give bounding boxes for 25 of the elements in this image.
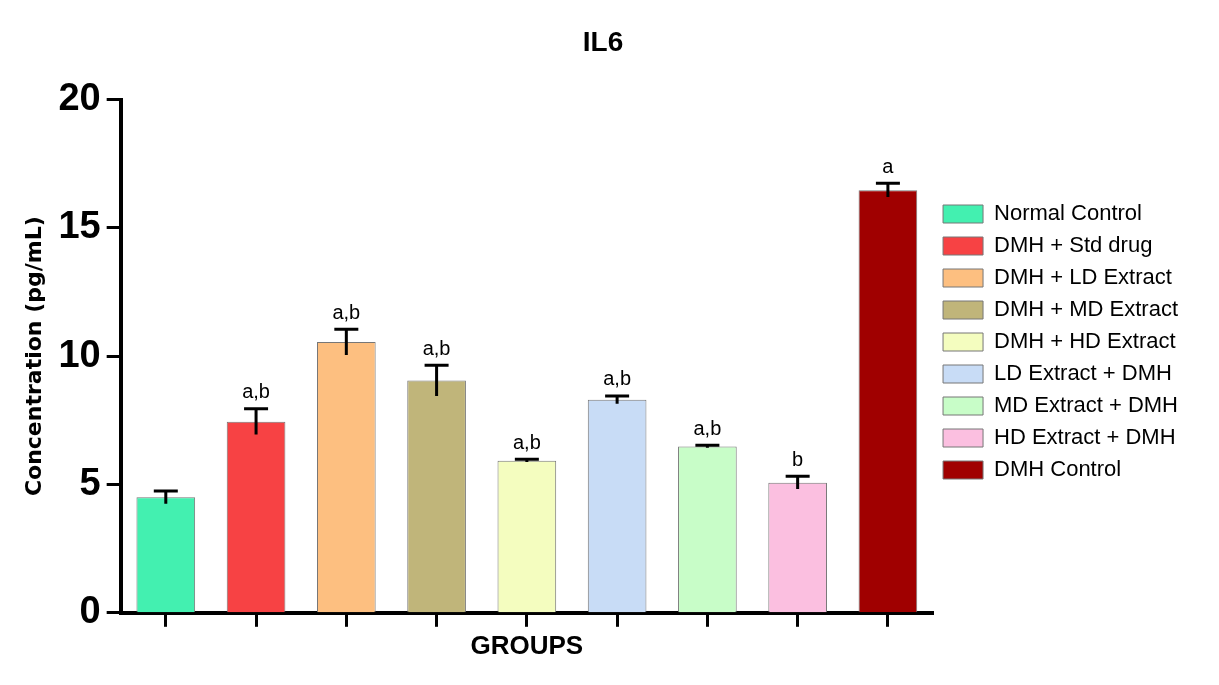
- data-label: a,b: [332, 300, 361, 323]
- y-tick-label: 20: [58, 76, 101, 119]
- data-label: a,b: [693, 416, 722, 439]
- data-label: a,b: [242, 380, 270, 403]
- data-label: a,b: [603, 367, 632, 390]
- legend-label: DMH + HD Extract: [994, 328, 1176, 354]
- y-tick-label: 10: [58, 332, 101, 375]
- legend-label: LD Extract + DMH: [994, 360, 1172, 386]
- legend-label: DMH + Std drug: [994, 232, 1153, 258]
- y-tick-label: 0: [79, 589, 101, 632]
- legend-label: MD Extract + DMH: [994, 392, 1179, 418]
- x-axis-title: GROUPS: [470, 629, 584, 660]
- data-label: a,b: [512, 430, 541, 453]
- legend-label: DMH + MD Extract: [994, 296, 1179, 322]
- legend-label: DMH + LD Extract: [994, 264, 1172, 290]
- data-label: a,b: [422, 336, 451, 359]
- legend-label: HD Extract + DMH: [994, 424, 1176, 450]
- legend-label: Normal Control: [994, 200, 1142, 226]
- y-tick-label: 5: [79, 460, 101, 503]
- chart-title: IL6: [582, 25, 624, 57]
- y-axis-title: Concentration (pg/mL): [20, 216, 46, 497]
- y-tick-label: 15: [58, 204, 101, 247]
- data-label: b: [792, 447, 804, 470]
- data-label: a: [882, 154, 895, 177]
- legend-label: DMH Control: [994, 456, 1122, 482]
